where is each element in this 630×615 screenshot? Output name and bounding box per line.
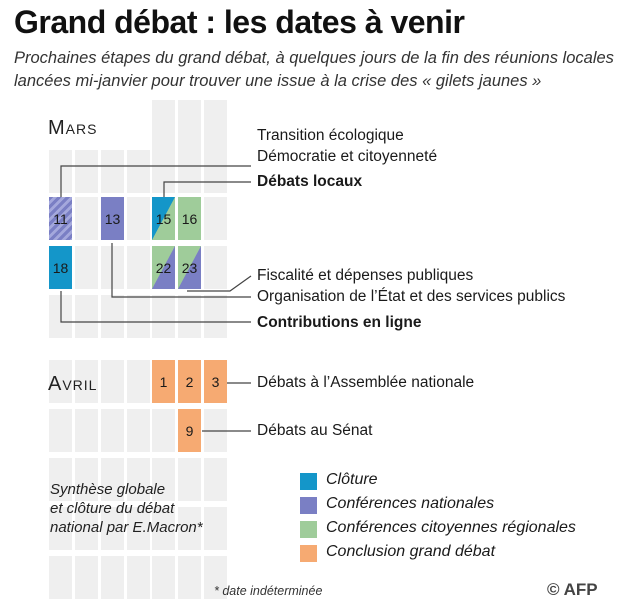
- calendar-grid-cell: [49, 150, 72, 193]
- calendar-grid-cell: [127, 556, 150, 599]
- legend-swatch-cloture: [300, 473, 317, 490]
- legend-swatch-conferences-nationales: [300, 497, 317, 514]
- calendar-grid-cell: [101, 295, 124, 338]
- calendar-grid-cell: [75, 556, 98, 599]
- calendar-grid-cell: [101, 458, 124, 501]
- calendar-grid-cell: [127, 507, 150, 550]
- calendar-grid-cell: [152, 409, 175, 452]
- legend-swatch-conclusion: [300, 545, 317, 562]
- calendar-grid-cell: [101, 246, 124, 289]
- calendar-grid-cell: [127, 458, 150, 501]
- calendar-grid-cell: [127, 295, 150, 338]
- calendar-grid-cell: [127, 150, 150, 193]
- calendar-grid-cell: [127, 360, 150, 403]
- label-democratie-citoyennete: Démocratie et citoyenneté: [257, 148, 438, 165]
- day-cell-22: 22: [152, 246, 175, 289]
- label-fiscalite: Fiscalité et dépenses publiques: [257, 267, 474, 284]
- calendar-grid-cell: [152, 507, 175, 550]
- calendar-grid-cell: [101, 556, 124, 599]
- label-contributions-en-ligne: Contributions en ligne: [257, 314, 422, 331]
- label-debats-assemblee: Débats à l’Assemblée nationale: [257, 374, 475, 391]
- page-title: Grand débat : les dates à venir: [14, 4, 465, 40]
- calendar-grid-cell: [204, 197, 227, 240]
- calendar-grid-cell: [49, 458, 72, 501]
- calendar-grid-cell: [204, 458, 227, 501]
- calendar-grid-cell: [204, 409, 227, 452]
- calendar-grid-cell: [127, 246, 150, 289]
- calendar-grid-cell: [178, 150, 201, 193]
- calendar-grid-cell: [101, 360, 124, 403]
- calendar-grid-cell: [127, 409, 150, 452]
- day-cell-11: 11: [49, 197, 72, 240]
- calendar-grid-cell: [75, 458, 98, 501]
- calendar-grid-cell: [178, 507, 201, 550]
- label-transition-ecologique: Transition écologique: [257, 127, 404, 144]
- legend-label-conferences-citoyennes: Conférences citoyennes régionales: [326, 519, 576, 536]
- calendar-grid-cell: [101, 507, 124, 550]
- day-cell-18: 18: [49, 246, 72, 289]
- calendar-grid-cell: [178, 556, 201, 599]
- calendar-grid-cell: [49, 507, 72, 550]
- calendar-grid-cell: [49, 556, 72, 599]
- calendar-grid-cell: [204, 295, 227, 338]
- calendar-grid-cell: [152, 295, 175, 338]
- calendar-grid-cell: [75, 150, 98, 193]
- day-cell-3: 3: [204, 360, 227, 403]
- calendar-grid-cell: [101, 150, 124, 193]
- calendar-grid-cell: [152, 556, 175, 599]
- afp-credit: © AFP: [547, 580, 598, 599]
- calendar-grid-cell: [204, 150, 227, 193]
- label-debats-locaux: Débats locaux: [257, 173, 363, 190]
- calendar-grid-cell: [178, 295, 201, 338]
- calendar-grid-cell: [204, 246, 227, 289]
- label-organisation-etat: Organisation de l’État et des services p…: [257, 288, 566, 305]
- synthesis-note: Synthèse globale et clôture du débat nat…: [50, 481, 203, 536]
- calendar-grid-cell: [49, 295, 72, 338]
- label-debats-senat: Débats au Sénat: [257, 422, 373, 439]
- calendar-grid-cell: [178, 458, 201, 501]
- day-cell-16: 16: [178, 197, 201, 240]
- day-cell-15: 15: [152, 197, 175, 240]
- page-subtitle: Prochaines étapes du grand débat, à quel…: [14, 49, 614, 90]
- calendar-grid-cell: [75, 246, 98, 289]
- footnote: * date indéterminée: [214, 584, 323, 598]
- legend-swatch-conferences-citoyennes: [300, 521, 317, 538]
- calendar-grid-cell: [75, 360, 98, 403]
- calendar-grid-cell: [101, 409, 124, 452]
- calendar-grid-cell: [49, 360, 72, 403]
- day-cell-9: 9: [178, 409, 201, 452]
- calendar-grid-cell: [75, 197, 98, 240]
- calendar-grid-cell: [75, 295, 98, 338]
- calendar-grid-cell: [75, 409, 98, 452]
- calendar-grid-cell: [49, 409, 72, 452]
- month-label-april: Avril: [48, 373, 98, 395]
- calendar-grid-cell: [204, 507, 227, 550]
- day-cell-13: 13: [101, 197, 124, 240]
- legend-label-cloture: Clôture: [326, 471, 378, 488]
- month-label-march: Mars: [48, 117, 98, 139]
- calendar-grid-cell: [152, 150, 175, 193]
- calendar-grid-cell: [152, 458, 175, 501]
- day-cell-23: 23: [178, 246, 201, 289]
- legend-label-conclusion: Conclusion grand débat: [326, 543, 496, 560]
- calendar-grid-cell: [204, 556, 227, 599]
- calendar-grid-cell: [127, 197, 150, 240]
- day-cell-1: 1: [152, 360, 175, 403]
- calendar-grid-cell: [75, 507, 98, 550]
- day-cell-2: 2: [178, 360, 201, 403]
- legend-label-conferences-nationales: Conférences nationales: [326, 495, 495, 512]
